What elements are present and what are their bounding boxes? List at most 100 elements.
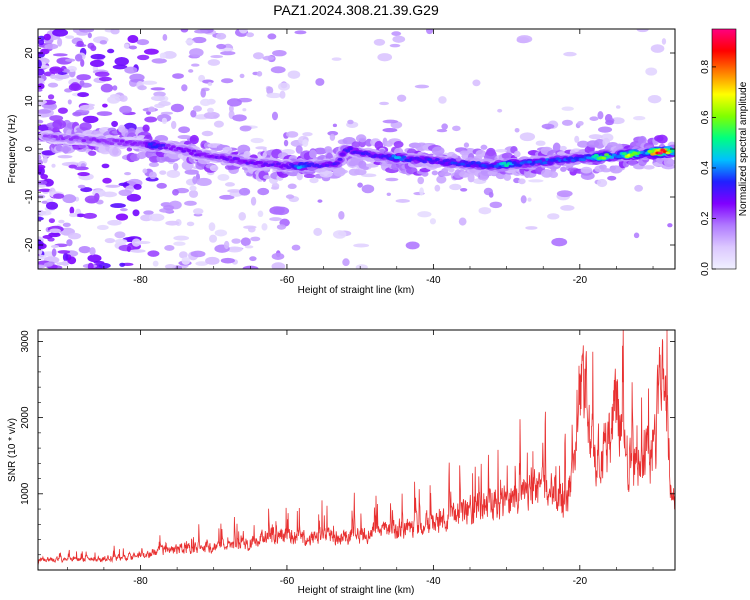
spectrogram-contour (126, 245, 132, 253)
y-tick-label: 0 (24, 146, 35, 152)
spectrogram-contour (110, 29, 120, 35)
spectrogram-contour (107, 48, 115, 54)
spectrogram-contour (118, 189, 132, 197)
spectrogram-contour (271, 111, 279, 121)
snr-x-axis-label: Height of straight line (km) (298, 585, 415, 596)
spectrogram-contour (38, 77, 45, 82)
spectrogram-contour (198, 74, 206, 82)
spectrogram-contour (89, 247, 96, 256)
spectrogram-contour (335, 161, 340, 165)
spectrogram-contour (601, 168, 612, 173)
spectrogram-contour (548, 171, 559, 178)
spectrogram-contour (238, 187, 251, 196)
spectrogram-contour (117, 142, 123, 146)
spectrogram-contour (209, 164, 219, 172)
spectrogram-contour (133, 183, 142, 190)
spectrogram-contour (43, 262, 54, 267)
spectrogram-contour (332, 123, 338, 128)
spectrogram-contour (421, 170, 429, 177)
spectrogram-contour (338, 210, 345, 220)
spectrogram-contour (358, 137, 367, 143)
spectrogram-contour (633, 115, 646, 121)
spectrogram-contour (560, 205, 575, 211)
spectrogram-contour (458, 217, 467, 226)
spectrogram-contour (57, 250, 71, 254)
x-tick-label: -20 (573, 275, 588, 286)
spectrogram-contour (319, 170, 333, 178)
spectrogram-contour (503, 173, 512, 181)
spectrogram-contour (99, 40, 108, 45)
y-tick-label: 3000 (20, 330, 31, 353)
spectrogram-contour (561, 119, 573, 126)
spectrogram-contour (38, 59, 42, 69)
spectrogram-contour (440, 161, 445, 165)
spectrogram-contour (47, 94, 55, 100)
spectrogram-contour (178, 126, 191, 134)
spectrogram-contour (291, 244, 301, 251)
spectrogram-contour (231, 238, 241, 244)
spectrogram-contour (54, 73, 70, 80)
spectrogram-contour (186, 149, 192, 153)
spectrogram-contour (361, 173, 377, 178)
spectrogram-contour (459, 171, 470, 178)
spectrogram-contour (38, 254, 47, 260)
spectrogram-contour (570, 158, 576, 162)
spectrogram-contour (244, 245, 254, 249)
spectrogram-contour (252, 52, 264, 60)
spectrogram-contour (127, 140, 133, 144)
spectrogram-contour (217, 174, 230, 181)
spectrogram-contour (519, 132, 536, 142)
spectrogram-contour (537, 159, 543, 163)
spectrogram-contour (622, 152, 627, 156)
spectrogram-contour (489, 201, 503, 209)
spectrogram-contour (431, 170, 439, 176)
spectrogram-contour (417, 211, 432, 218)
spectrogram-contour (542, 161, 548, 165)
spectrogram-contour (164, 263, 176, 269)
spectrogram-contour (114, 231, 126, 239)
spectrogram-contour (227, 155, 233, 159)
spectrogram-contour (82, 212, 97, 219)
spectrogram-contour (93, 260, 105, 264)
spectrogram-contour (58, 135, 64, 139)
spectrogram-contour (667, 223, 673, 228)
spectrogram-contour (615, 105, 621, 109)
colorbar-tick-label: 0.2 (700, 211, 711, 225)
spectrogram-contour (337, 157, 343, 161)
spectrogram-contour (568, 156, 574, 160)
spectrogram-contour (556, 190, 573, 198)
spectrogram-contour (127, 35, 139, 44)
spectrogram-contour (605, 119, 614, 126)
spectrogram-contour (226, 98, 242, 107)
spectrogram-contour (98, 76, 112, 82)
spectrogram-contour (393, 141, 404, 148)
spectrogram-contour (164, 244, 175, 251)
spectrogram-contour (588, 134, 603, 140)
spectrogram-contour (342, 258, 350, 267)
spectrogram-contour (278, 82, 290, 91)
spectrogram-contour (79, 104, 95, 111)
spectrogram-contour (475, 149, 487, 158)
spectrogram-contour (224, 182, 236, 187)
colorbar-tick-label: 0.0 (700, 262, 711, 276)
spectrogram-contour (220, 257, 235, 264)
spectrogram-contour (38, 154, 42, 160)
spectrogram-contour (552, 142, 561, 153)
spectrogram-contour (88, 150, 97, 156)
spectrogram-contour (53, 193, 65, 199)
spectrogram-contour (87, 262, 94, 269)
spectrogram-contour (137, 141, 143, 145)
spectrogram-contour (441, 123, 448, 130)
spectrogram-contour (272, 49, 287, 57)
spectrogram-contour (166, 169, 181, 178)
spectrogram-contour (114, 57, 129, 66)
spectrogram-contour (189, 134, 199, 145)
spectrogram-contour (158, 101, 171, 107)
spectrogram-contour (627, 160, 638, 166)
spectrogram-contour (661, 38, 667, 45)
snr-frame (37, 329, 676, 571)
spectrogram-contour (257, 187, 270, 196)
spectrogram-contour (593, 153, 599, 157)
spectrogram-contour (210, 55, 224, 59)
spectrogram-contour (331, 57, 342, 61)
